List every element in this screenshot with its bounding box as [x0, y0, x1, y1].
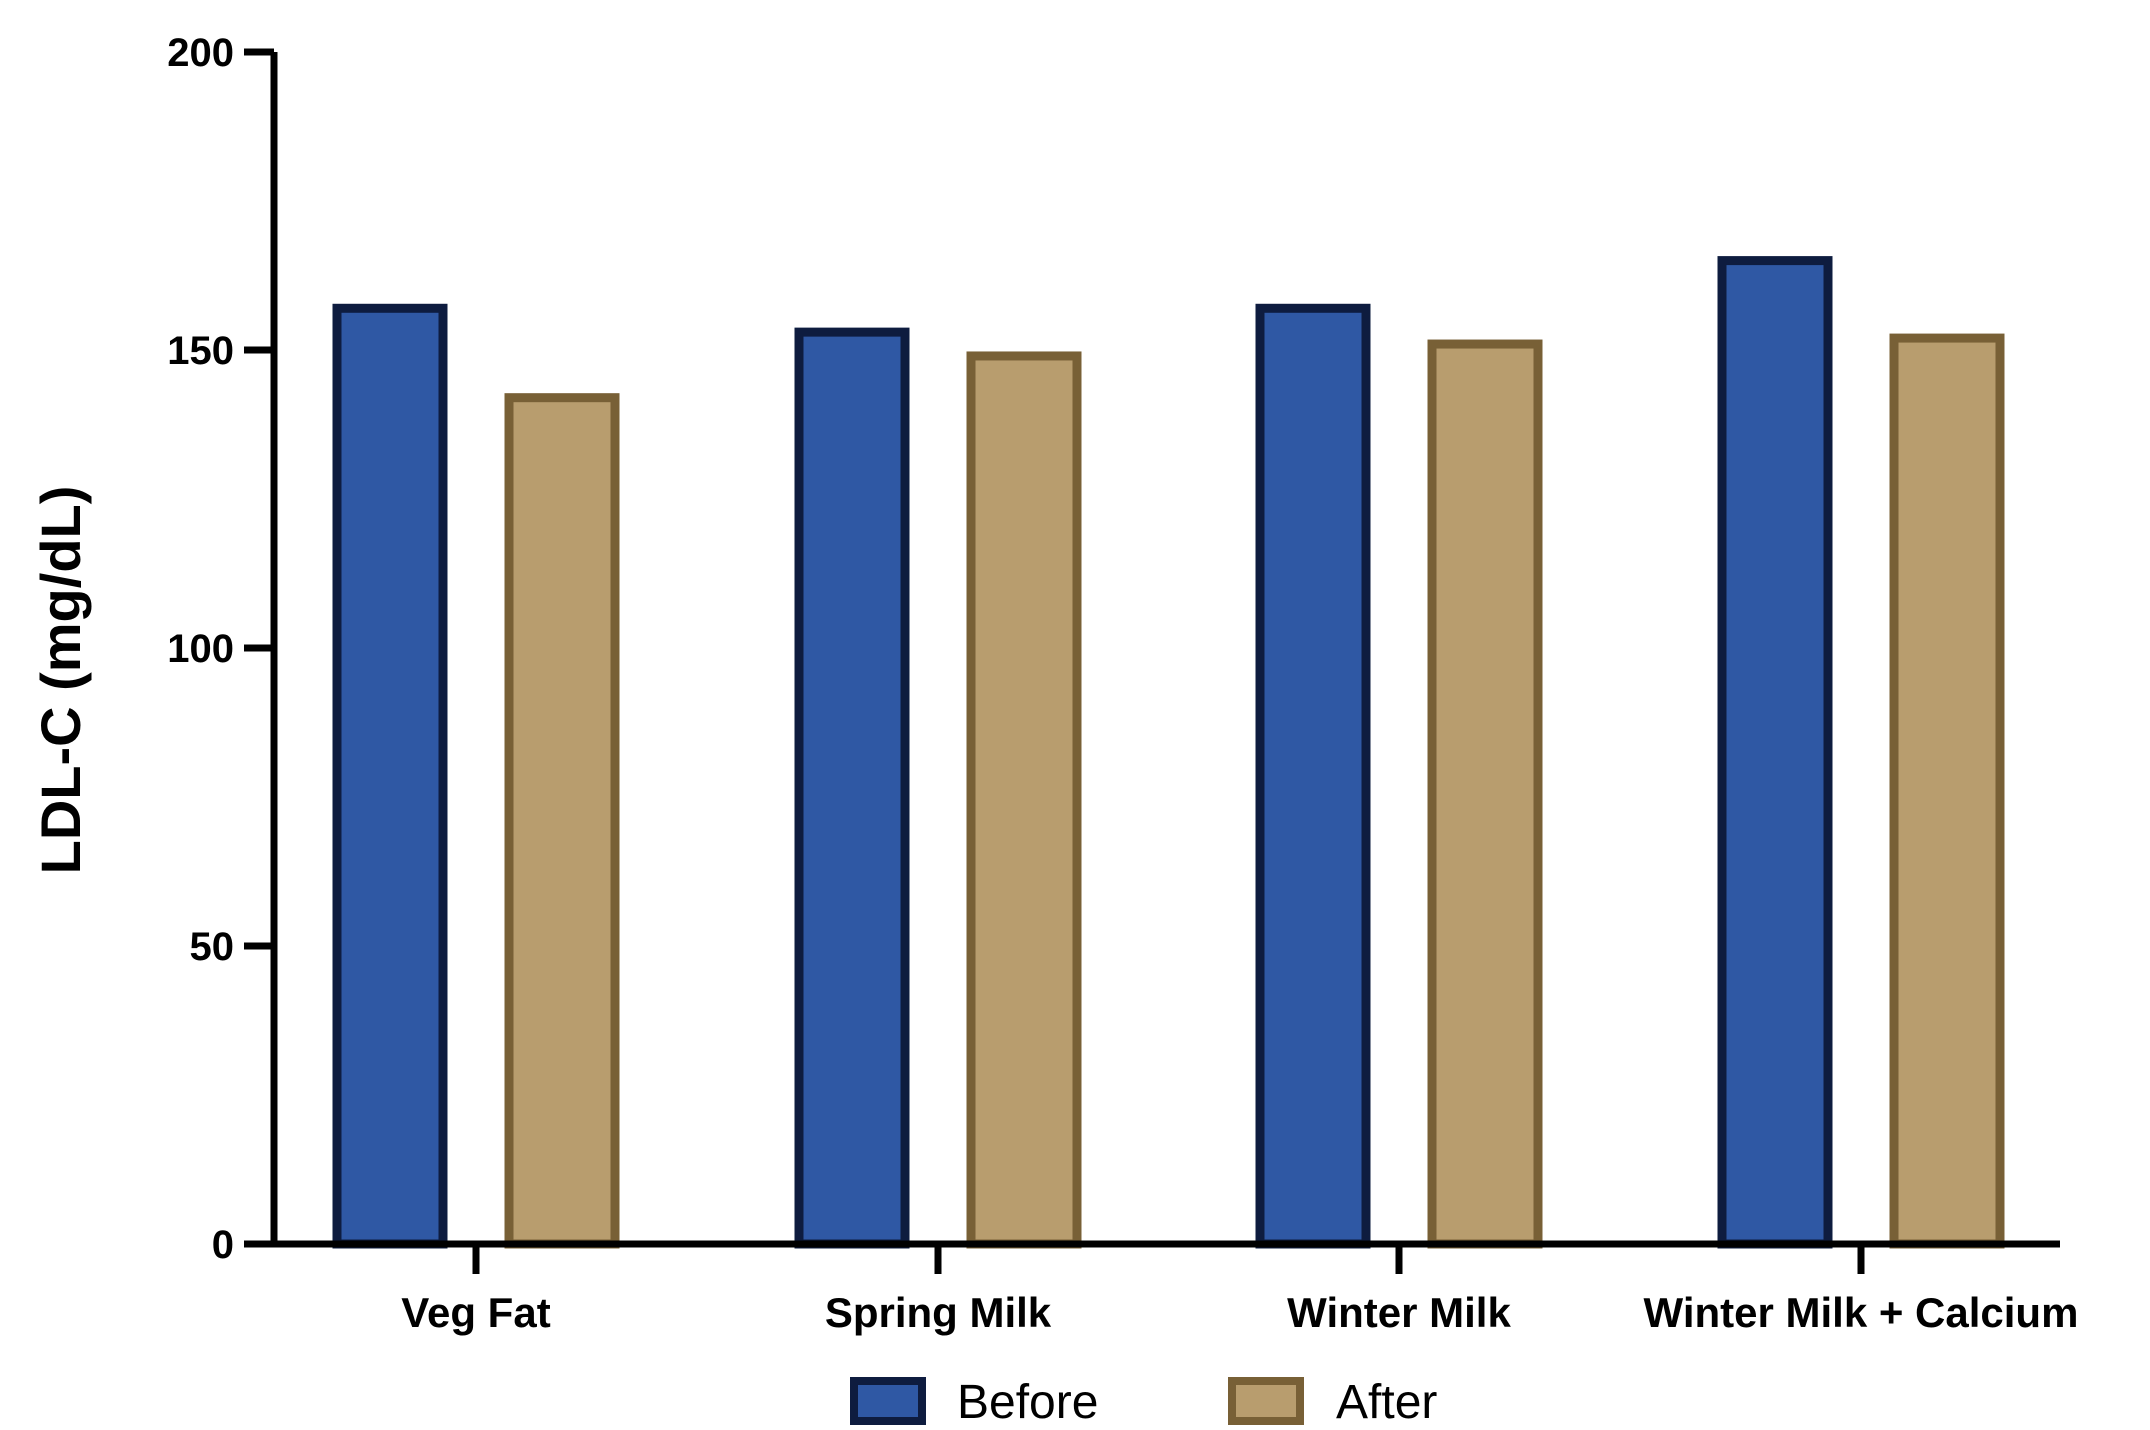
y-tick-label-0: 0	[212, 1223, 234, 1267]
x-tick-label-spring-milk: Spring Milk	[825, 1289, 1052, 1336]
y-tick-label-150: 150	[167, 329, 234, 373]
x-tick-label-winter-milk: Winter Milk	[1287, 1289, 1511, 1336]
bar-before-spring-milk	[794, 327, 910, 1249]
bars-group	[332, 256, 2005, 1249]
bar-before-winter-milk	[1255, 303, 1371, 1249]
y-tick-label-200: 200	[167, 31, 234, 75]
y-axis-title: LDL-C (mg/dL)	[29, 486, 92, 875]
legend-swatch-after	[1228, 1377, 1304, 1425]
bar-after-winter-milk-calcium	[1889, 333, 2005, 1249]
bar-after-veg-fat	[504, 393, 620, 1249]
bar-before-winter-milk-calcium	[1717, 256, 1833, 1249]
bar-after-winter-milk	[1427, 339, 1543, 1249]
bar-before-veg-fat	[332, 303, 448, 1249]
y-tick-label-50: 50	[190, 925, 235, 969]
bar-after-spring-milk	[966, 351, 1082, 1249]
x-tick-label-veg-fat: Veg Fat	[401, 1289, 550, 1336]
x-tick-label-winter-milk-calcium: Winter Milk + Calcium	[1644, 1289, 2079, 1336]
legend-label-before: Before	[957, 1376, 1098, 1429]
axes-group: 0 50 100 150 200 Veg Fat Spring Milk Winter Mil…	[29, 31, 2078, 1336]
legend-swatch-before	[850, 1377, 926, 1425]
legend-label-after: After	[1336, 1376, 1437, 1429]
y-tick-label-100: 100	[167, 627, 234, 671]
legend: Before After	[850, 1376, 1437, 1429]
